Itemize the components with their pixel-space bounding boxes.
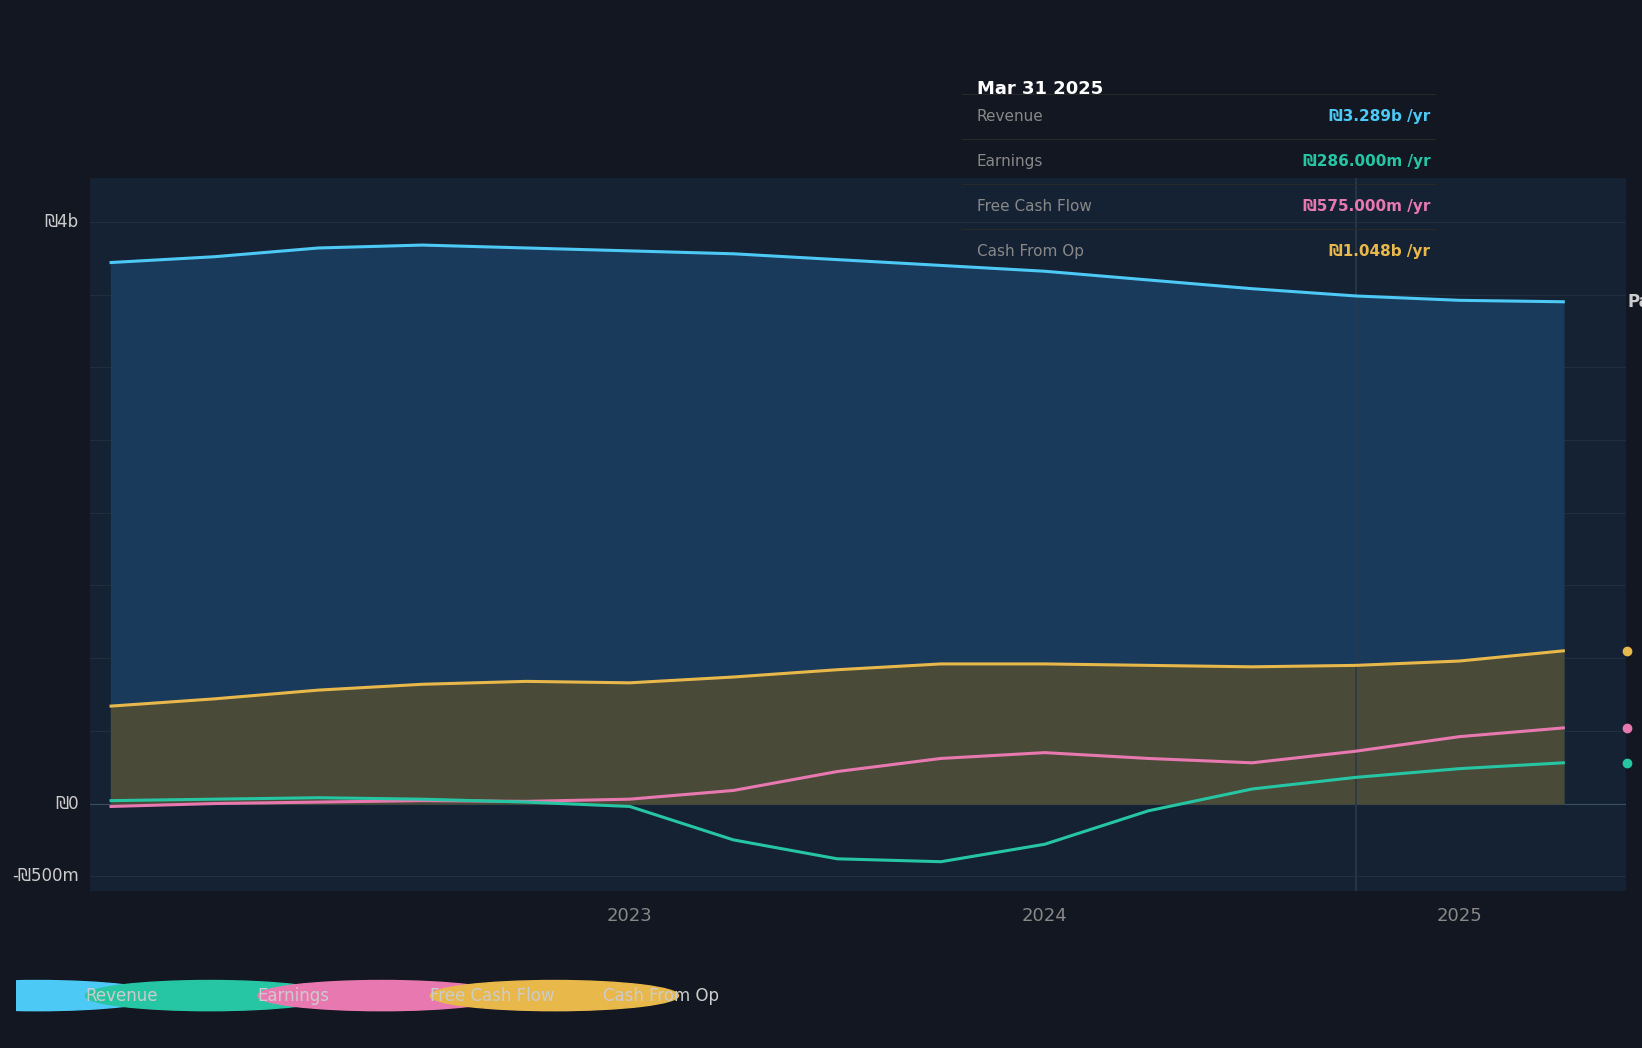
Text: Revenue: Revenue [85,986,158,1005]
Text: Mar 31 2025: Mar 31 2025 [977,80,1103,99]
Text: ₪3.289b /yr: ₪3.289b /yr [1328,109,1430,124]
Text: ₪286.000m /yr: ₪286.000m /yr [1302,154,1430,169]
Text: Cash From Op: Cash From Op [603,986,719,1005]
Text: Earnings: Earnings [977,154,1043,169]
Text: ₪575.000m /yr: ₪575.000m /yr [1302,199,1430,214]
Text: Earnings: Earnings [258,986,330,1005]
Text: Free Cash Flow: Free Cash Flow [977,199,1092,214]
Circle shape [0,981,161,1010]
Text: ₪4b: ₪4b [44,213,79,231]
Text: Cash From Op: Cash From Op [977,244,1084,259]
Text: Past: Past [1627,292,1642,311]
Text: ₪0: ₪0 [56,794,79,812]
Text: -₪500m: -₪500m [11,868,79,886]
Text: Free Cash Flow: Free Cash Flow [430,986,555,1005]
Circle shape [430,981,678,1010]
Circle shape [85,981,333,1010]
Circle shape [258,981,506,1010]
Text: ₪1.048b /yr: ₪1.048b /yr [1328,244,1430,259]
Text: Revenue: Revenue [977,109,1044,124]
